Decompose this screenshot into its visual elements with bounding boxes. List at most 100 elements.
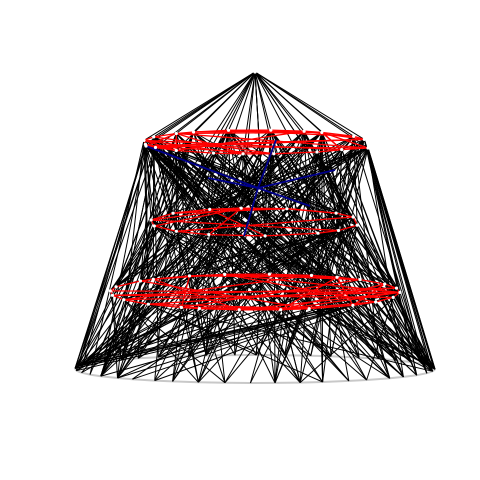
red-edge bbox=[153, 132, 177, 138]
red-edge bbox=[352, 283, 386, 306]
base-ring-edge bbox=[322, 379, 349, 383]
middle-node bbox=[351, 215, 355, 219]
black-edge bbox=[270, 129, 436, 370]
black-edge bbox=[172, 213, 207, 356]
black-edge bbox=[209, 138, 365, 210]
lower-node bbox=[146, 302, 150, 306]
lower-node bbox=[358, 278, 362, 282]
blue-edges bbox=[145, 139, 336, 237]
black-edge bbox=[77, 307, 182, 367]
black-edge bbox=[77, 235, 266, 367]
black-edge bbox=[254, 71, 323, 133]
middle-node bbox=[207, 233, 211, 237]
black-edge bbox=[240, 207, 332, 357]
middle-node bbox=[316, 231, 320, 235]
lower-node bbox=[110, 293, 115, 297]
black-edge bbox=[286, 131, 305, 209]
black-edge bbox=[240, 147, 369, 209]
black-edge bbox=[175, 150, 210, 235]
lower-node bbox=[309, 273, 314, 277]
black-edge bbox=[148, 303, 257, 356]
black-edge bbox=[82, 273, 270, 366]
red-edge bbox=[145, 145, 274, 155]
base-ring-edge bbox=[426, 370, 433, 375]
middle-node bbox=[355, 223, 359, 227]
black-edge bbox=[254, 71, 272, 131]
lower-node bbox=[394, 286, 399, 290]
apex-node bbox=[253, 70, 257, 74]
red-edge bbox=[239, 291, 401, 311]
black-edge bbox=[120, 225, 155, 360]
red-edge bbox=[181, 306, 281, 311]
black-edge bbox=[82, 144, 146, 366]
base-ring-edge bbox=[154, 379, 173, 383]
middle-node bbox=[149, 218, 153, 222]
lower-node bbox=[307, 307, 311, 311]
red-edge bbox=[115, 280, 141, 288]
middle-node bbox=[334, 211, 338, 215]
lower-node bbox=[237, 308, 241, 312]
black-edge bbox=[384, 283, 428, 374]
red-edge bbox=[140, 280, 310, 310]
black-edge bbox=[145, 145, 152, 221]
middle-node bbox=[171, 211, 175, 215]
lower-node bbox=[114, 285, 118, 289]
red-edge bbox=[280, 291, 401, 311]
black-edge bbox=[254, 71, 365, 140]
upper-node bbox=[174, 131, 178, 136]
black-edge bbox=[123, 212, 337, 301]
black-edge bbox=[375, 301, 404, 378]
black-edge bbox=[209, 209, 404, 378]
black-edge bbox=[254, 71, 305, 132]
black-edge bbox=[132, 304, 354, 380]
lower-node bbox=[391, 295, 395, 299]
red-edge bbox=[335, 212, 354, 218]
blue-edge bbox=[243, 187, 259, 237]
black-edge bbox=[175, 71, 256, 134]
black-edge bbox=[155, 147, 401, 293]
black-edge bbox=[117, 304, 354, 379]
red-edge bbox=[176, 216, 354, 232]
base-ring-edge bbox=[76, 369, 82, 374]
upper-node bbox=[320, 130, 324, 134]
lower-node bbox=[351, 303, 355, 307]
upper-node bbox=[241, 152, 245, 156]
red-edge bbox=[181, 278, 361, 309]
red-edge bbox=[208, 233, 266, 237]
red-edge bbox=[145, 138, 365, 147]
black-edge bbox=[213, 71, 256, 154]
upper-node bbox=[366, 146, 370, 150]
black-edge bbox=[299, 292, 401, 383]
black-edge bbox=[145, 145, 210, 235]
black-edge bbox=[189, 275, 236, 356]
black-edge bbox=[123, 299, 199, 383]
upper-node bbox=[142, 138, 146, 142]
middle-node bbox=[152, 224, 156, 228]
red-edge bbox=[154, 225, 177, 232]
black-edge bbox=[286, 208, 401, 293]
lower-node bbox=[279, 308, 283, 312]
black-edge bbox=[399, 292, 423, 364]
red-edge bbox=[143, 139, 244, 155]
nodes bbox=[108, 70, 402, 312]
base-ring-edge bbox=[117, 377, 133, 381]
black-edge bbox=[228, 71, 256, 131]
red-edge bbox=[193, 129, 271, 133]
black-edge bbox=[153, 136, 385, 285]
black-edge bbox=[109, 212, 174, 292]
upper-node bbox=[302, 129, 306, 133]
upper-node bbox=[340, 148, 344, 152]
base-ring-edge bbox=[366, 377, 390, 381]
base-ring-edge bbox=[132, 378, 155, 382]
black-edge bbox=[270, 129, 312, 276]
black-edge bbox=[375, 301, 433, 372]
black-edge bbox=[100, 150, 177, 377]
red-edge bbox=[208, 207, 242, 236]
red-edge bbox=[265, 232, 318, 237]
lower-node bbox=[151, 277, 155, 281]
middle-node bbox=[336, 228, 341, 233]
red-edge bbox=[338, 224, 358, 232]
black-edge bbox=[176, 150, 354, 218]
lower-node bbox=[197, 307, 201, 311]
